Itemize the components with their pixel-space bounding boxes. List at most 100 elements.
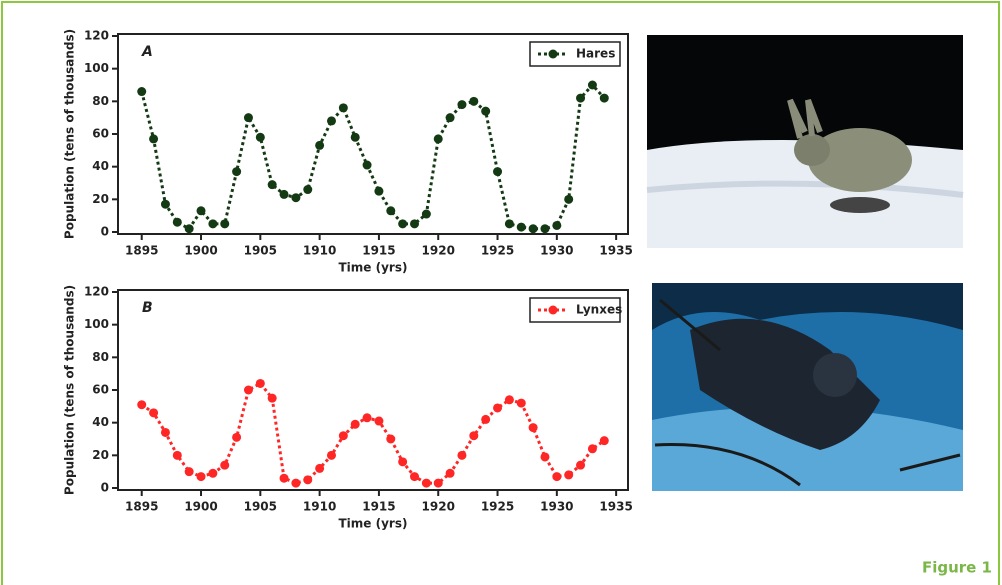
data-point xyxy=(339,431,348,440)
data-point xyxy=(244,113,253,122)
y-tick-label: 0 xyxy=(101,481,109,495)
data-point xyxy=(493,403,502,412)
data-point xyxy=(208,469,217,478)
data-point xyxy=(481,415,490,424)
data-point xyxy=(457,451,466,460)
x-tick-label: 1895 xyxy=(125,244,158,258)
x-tick-label: 1935 xyxy=(599,500,632,514)
x-tick-label: 1910 xyxy=(303,500,336,514)
data-point xyxy=(268,180,277,189)
x-tick-label: 1895 xyxy=(125,500,158,514)
data-point xyxy=(540,452,549,461)
data-point xyxy=(564,470,573,479)
y-tick-label: 100 xyxy=(84,317,109,331)
x-tick-label: 1920 xyxy=(422,500,455,514)
data-point xyxy=(185,224,194,233)
y-tick-label: 60 xyxy=(92,127,109,141)
data-point xyxy=(540,224,549,233)
data-point xyxy=(256,133,265,142)
y-axis-label: Population (tens of thousands) xyxy=(63,285,77,495)
hare-photo xyxy=(647,35,963,248)
legend-marker xyxy=(549,50,558,59)
data-point xyxy=(588,81,597,90)
data-point xyxy=(315,141,324,150)
data-point xyxy=(457,100,466,109)
data-point xyxy=(517,223,526,232)
legend-marker xyxy=(549,306,558,315)
figure: Figure 1 0204060801001201895190019051910… xyxy=(0,0,1002,585)
data-point xyxy=(220,461,229,470)
x-tick-label: 1930 xyxy=(540,244,573,258)
data-point xyxy=(149,134,158,143)
data-point xyxy=(505,395,514,404)
data-point xyxy=(268,394,277,403)
legend-label: Hares xyxy=(576,47,615,61)
y-tick-label: 40 xyxy=(92,159,109,173)
y-axis-label: Population (tens of thousands) xyxy=(63,29,77,239)
data-point xyxy=(434,479,443,488)
data-point xyxy=(398,219,407,228)
data-point xyxy=(469,431,478,440)
data-point xyxy=(173,451,182,460)
x-tick-label: 1910 xyxy=(303,244,336,258)
data-point xyxy=(173,218,182,227)
data-point xyxy=(374,417,383,426)
figure-label: Figure 1 xyxy=(922,559,992,577)
data-point xyxy=(446,469,455,478)
data-point xyxy=(339,103,348,112)
x-tick-label: 1905 xyxy=(244,244,277,258)
data-point xyxy=(576,94,585,103)
data-point xyxy=(351,133,360,142)
data-point xyxy=(469,97,478,106)
data-point xyxy=(422,479,431,488)
data-point xyxy=(280,190,289,199)
series-line xyxy=(142,383,605,483)
lynx-photo xyxy=(652,283,963,491)
data-point xyxy=(422,210,431,219)
x-tick-label: 1900 xyxy=(184,500,217,514)
data-point xyxy=(529,423,538,432)
data-point xyxy=(576,461,585,470)
data-point xyxy=(256,379,265,388)
data-point xyxy=(564,195,573,204)
data-point xyxy=(505,219,514,228)
data-point xyxy=(280,474,289,483)
x-tick-label: 1915 xyxy=(362,244,395,258)
data-point xyxy=(137,87,146,96)
data-point xyxy=(517,399,526,408)
data-point xyxy=(161,200,170,209)
data-point xyxy=(434,134,443,143)
data-point xyxy=(446,113,455,122)
data-point xyxy=(374,187,383,196)
data-point xyxy=(588,444,597,453)
data-point xyxy=(410,472,419,481)
data-point xyxy=(529,224,538,233)
y-tick-label: 0 xyxy=(101,225,109,239)
data-point xyxy=(232,433,241,442)
data-point xyxy=(600,94,609,103)
y-tick-label: 20 xyxy=(92,192,109,206)
y-tick-label: 40 xyxy=(92,415,109,429)
data-point xyxy=(232,167,241,176)
data-point xyxy=(291,479,300,488)
data-point xyxy=(303,475,312,484)
data-point xyxy=(386,435,395,444)
data-point xyxy=(363,413,372,422)
x-axis-label: Time (yrs) xyxy=(339,261,408,275)
data-point xyxy=(327,451,336,460)
x-tick-label: 1920 xyxy=(422,244,455,258)
y-tick-label: 80 xyxy=(92,350,109,364)
data-point xyxy=(197,472,206,481)
x-tick-label: 1925 xyxy=(481,500,514,514)
data-point xyxy=(327,116,336,125)
data-point xyxy=(410,219,419,228)
x-tick-label: 1930 xyxy=(540,500,573,514)
data-point xyxy=(220,219,229,228)
data-point xyxy=(185,467,194,476)
data-point xyxy=(137,400,146,409)
x-tick-label: 1925 xyxy=(481,244,514,258)
data-point xyxy=(363,161,372,170)
data-point xyxy=(398,457,407,466)
data-point xyxy=(351,420,360,429)
y-tick-label: 80 xyxy=(92,94,109,108)
